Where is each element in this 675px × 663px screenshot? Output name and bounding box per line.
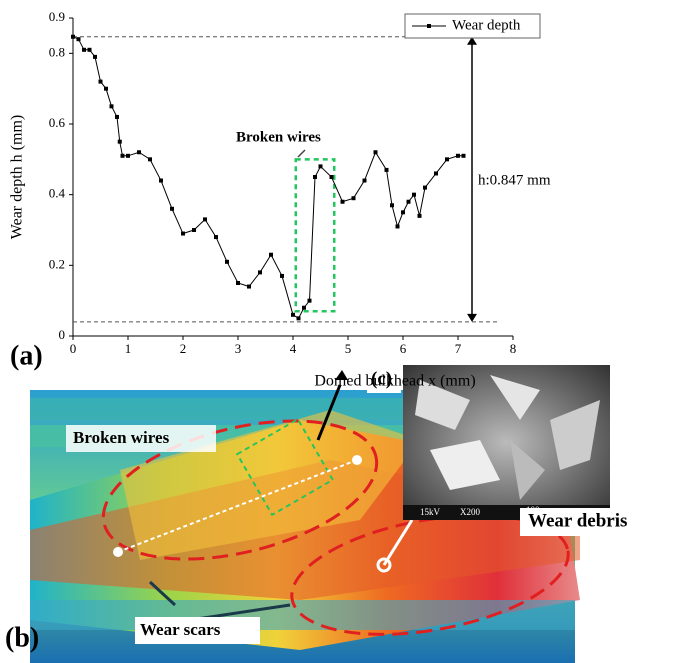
x-tick-label: 3 — [235, 341, 242, 356]
data-point — [117, 139, 122, 144]
data-line — [72, 36, 464, 320]
sem-mag: X200 — [460, 507, 480, 517]
arrow-head — [467, 36, 477, 45]
data-point — [170, 206, 174, 211]
data-point — [461, 153, 466, 158]
data-point — [445, 157, 449, 162]
data-point — [373, 150, 378, 155]
data-point — [159, 178, 163, 183]
label-box — [135, 617, 260, 644]
data-point — [137, 150, 141, 155]
x-tick-label: 8 — [510, 341, 517, 356]
data-point — [423, 185, 427, 190]
data-point — [296, 316, 301, 321]
data-point — [225, 259, 229, 264]
data-point — [104, 86, 108, 91]
wear-debris-label: Wear debris — [528, 510, 627, 531]
data-point — [395, 224, 400, 229]
x-tick-label: 5 — [345, 341, 352, 356]
y-tick-label: 0.2 — [49, 256, 65, 271]
x-tick-label: 4 — [290, 341, 297, 356]
data-point — [351, 196, 356, 201]
data-point — [280, 273, 284, 278]
y-tick-label: 0.9 — [49, 9, 65, 24]
panel-a-label: (a) — [10, 340, 43, 371]
data-point — [313, 175, 317, 179]
data-point — [82, 47, 86, 52]
annotation-arrow — [297, 149, 306, 158]
annotation: Broken wires — [236, 129, 321, 145]
x-tick-label: 2 — [180, 341, 187, 356]
y-tick-label: 0 — [59, 327, 66, 342]
x-tick-label: 0 — [70, 341, 77, 356]
data-point — [126, 153, 130, 158]
annotation: h:0.847 mm — [478, 172, 551, 188]
x-tick-label: 6 — [400, 341, 407, 356]
data-point — [291, 312, 295, 317]
sem-image — [403, 365, 610, 520]
label-box — [66, 425, 216, 452]
y-tick-label: 0.6 — [49, 115, 66, 130]
data-point — [434, 171, 438, 176]
label-box — [367, 365, 401, 393]
data-point — [247, 284, 251, 289]
data-point — [362, 178, 367, 183]
data-point — [87, 47, 92, 52]
data-point — [76, 37, 81, 42]
x-tick-label: 7 — [455, 341, 462, 356]
data-point — [120, 153, 125, 158]
data-point — [109, 104, 114, 109]
panel-c-label: (c) — [371, 368, 392, 389]
arrow-head — [467, 313, 477, 322]
y-axis-label: Wear depth h (mm) — [9, 115, 26, 239]
data-point — [384, 167, 389, 172]
data-point — [214, 235, 218, 240]
data-point — [115, 114, 119, 119]
wear-scars-label: Wear scars — [140, 620, 221, 639]
data-point — [258, 270, 262, 275]
data-point — [456, 153, 460, 158]
data-point — [329, 175, 334, 179]
data-point — [417, 213, 422, 218]
data-point — [307, 298, 312, 303]
data-point — [269, 252, 273, 257]
data-point — [406, 199, 411, 204]
data-point — [203, 217, 207, 222]
data-point — [71, 34, 75, 39]
x-axis-label: Domed bulkhead x (mm) — [314, 373, 475, 390]
legend-label: Wear depth — [452, 17, 521, 33]
data-point — [192, 228, 196, 232]
data-point — [412, 192, 416, 197]
highlight-box — [294, 158, 336, 313]
label-bg — [476, 170, 566, 192]
data-point — [340, 199, 345, 204]
data-point — [236, 281, 240, 285]
data-point — [390, 203, 394, 208]
sem-kv: 15kV — [420, 507, 441, 517]
data-point — [98, 79, 103, 84]
label-box — [520, 508, 660, 536]
broken-wires-label: Broken wires — [73, 428, 170, 447]
legend-marker — [427, 24, 431, 28]
data-point — [318, 164, 323, 169]
data-point — [181, 231, 185, 236]
data-point — [93, 54, 97, 59]
data-point — [401, 210, 405, 215]
y-tick-label: 0.4 — [49, 186, 66, 201]
x-tick-label: 1 — [125, 341, 132, 356]
y-tick-label: 0.8 — [49, 44, 65, 59]
data-point — [302, 305, 306, 310]
panel-b-label: (b) — [5, 622, 39, 653]
data-point — [148, 157, 152, 162]
